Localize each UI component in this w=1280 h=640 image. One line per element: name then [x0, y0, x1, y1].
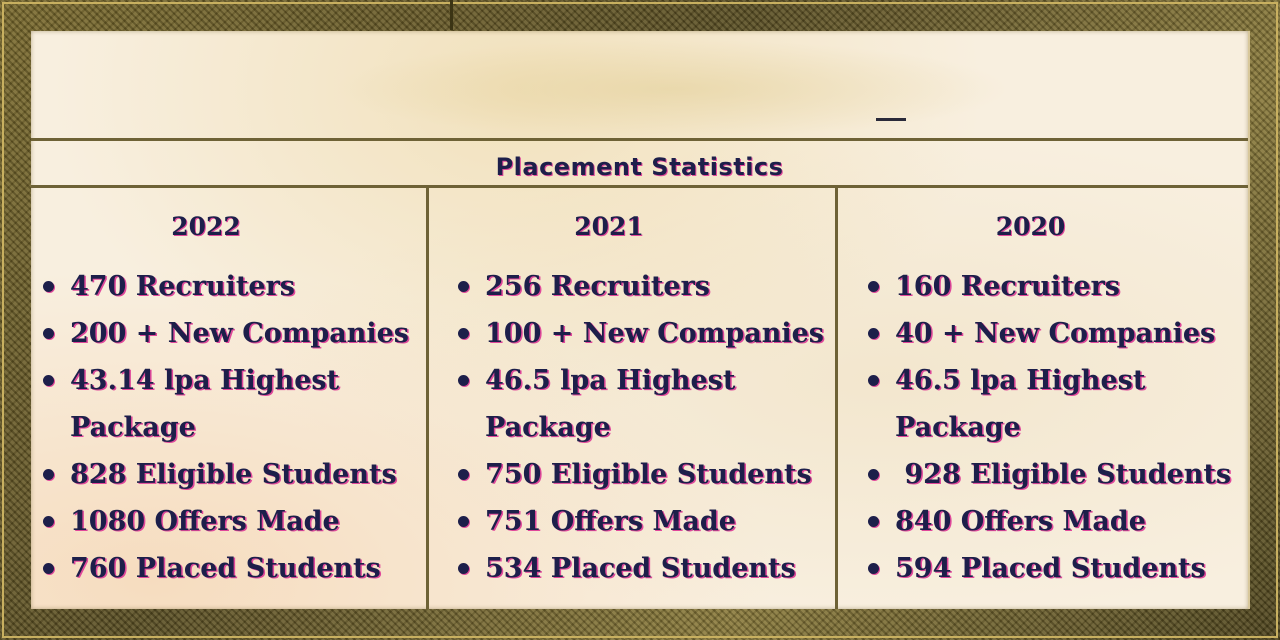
- stat-text: 840 Offers Made: [895, 506, 1146, 537]
- list-item: 1080 Offers Made: [41, 498, 409, 545]
- bullet-icon: [43, 328, 54, 339]
- list-item: 828 Eligible Students: [41, 451, 409, 498]
- list-item: 256 Recruiters: [456, 263, 824, 310]
- bullet-icon: [458, 563, 469, 574]
- stat-text: 46.5 lpa Highest Package: [895, 365, 1146, 443]
- stat-text: 200 + New Companies: [70, 318, 409, 349]
- stat-text: 594 Placed Students: [895, 553, 1206, 584]
- stats-list-2020: 160 Recruiters 40 + New Companies 46.5 l…: [866, 263, 1231, 592]
- stats-list-2021: 256 Recruiters 100 + New Companies 46.5 …: [456, 263, 824, 592]
- list-item: 40 + New Companies: [866, 310, 1231, 357]
- bullet-icon: [458, 281, 469, 292]
- year-heading-2020: 2020: [995, 212, 1066, 241]
- page-title: Placement Statistics: [495, 153, 784, 181]
- bullet-icon: [868, 469, 879, 480]
- list-item: 160 Recruiters: [866, 263, 1231, 310]
- stat-text: 256 Recruiters: [485, 271, 711, 302]
- stat-text: 100 + New Companies: [485, 318, 824, 349]
- stat-text: 828 Eligible Students: [70, 459, 397, 490]
- stat-text: 760 Placed Students: [70, 553, 381, 584]
- list-item: 470 Recruiters: [41, 263, 409, 310]
- list-item: 751 Offers Made: [456, 498, 824, 545]
- list-item: 200 + New Companies: [41, 310, 409, 357]
- stats-list-2022: 470 Recruiters 200 + New Companies 43.14…: [41, 263, 409, 592]
- list-item: 750 Eligible Students: [456, 451, 824, 498]
- ink-mark: [876, 118, 906, 121]
- stat-text: 46.5 lpa Highest Package: [485, 365, 736, 443]
- stat-text: 751 Offers Made: [485, 506, 736, 537]
- bullet-icon: [868, 328, 879, 339]
- divider-header: [31, 185, 1248, 188]
- bullet-icon: [43, 516, 54, 527]
- bullet-icon: [868, 563, 879, 574]
- list-item: 100 + New Companies: [456, 310, 824, 357]
- list-item: 46.5 lpa Highest Package: [866, 357, 1231, 451]
- column-divider-2: [835, 187, 838, 609]
- bullet-icon: [458, 328, 469, 339]
- bullet-icon: [43, 563, 54, 574]
- bullet-icon: [43, 375, 54, 386]
- bullet-icon: [43, 469, 54, 480]
- list-item: 46.5 lpa Highest Package: [456, 357, 824, 451]
- list-item: 594 Placed Students: [866, 545, 1231, 592]
- list-item: 760 Placed Students: [41, 545, 409, 592]
- bullet-icon: [868, 375, 879, 386]
- bullet-icon: [43, 281, 54, 292]
- bullet-icon: [458, 469, 469, 480]
- stat-text: 928 Eligible Students: [895, 459, 1232, 490]
- year-heading-2022: 2022: [171, 212, 241, 241]
- stat-text: 750 Eligible Students: [485, 459, 812, 490]
- bullet-icon: [868, 281, 879, 292]
- list-item: 43.14 lpa Highest Package: [41, 357, 409, 451]
- frame-seam: [450, 0, 453, 30]
- paper-stain: [331, 39, 1011, 139]
- stat-text: 470 Recruiters: [70, 271, 296, 302]
- list-item: 928 Eligible Students: [866, 451, 1231, 498]
- bullet-icon: [458, 516, 469, 527]
- parchment-panel: Placement Statistics 2022 470 Recruiters…: [31, 31, 1250, 609]
- column-divider-1: [426, 187, 429, 609]
- divider-top: [31, 138, 1248, 141]
- stat-text: 160 Recruiters: [895, 271, 1121, 302]
- bullet-icon: [868, 516, 879, 527]
- bullet-icon: [458, 375, 469, 386]
- stat-text: 1080 Offers Made: [70, 506, 340, 537]
- stat-text: 43.14 lpa Highest Package: [70, 365, 340, 443]
- list-item: 534 Placed Students: [456, 545, 824, 592]
- stat-text: 534 Placed Students: [485, 553, 796, 584]
- list-item: 840 Offers Made: [866, 498, 1231, 545]
- year-heading-2021: 2021: [574, 212, 644, 241]
- stat-text: 40 + New Companies: [895, 318, 1216, 349]
